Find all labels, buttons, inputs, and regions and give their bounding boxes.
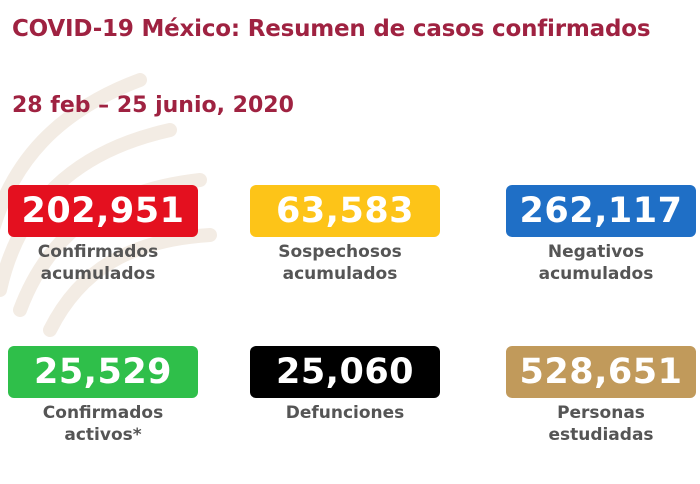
stat-label-line2: acumulados [538, 264, 654, 284]
stat-label-line2: acumulados [40, 264, 156, 284]
stat-negativos-acumulados: 262,117 Negativos acumulados [506, 185, 696, 285]
stat-value-box: 25,060 [250, 346, 440, 398]
stat-label: Negativos acumulados [506, 241, 686, 285]
stat-value-box: 262,117 [506, 185, 696, 237]
stat-label-line1: Confirmados [37, 242, 159, 262]
stat-label: Confirmados acumulados [8, 241, 188, 285]
stat-label: Confirmados activos* [8, 402, 198, 446]
stat-label-line1: Personas [557, 403, 645, 423]
stat-confirmados-acumulados: 202,951 Confirmados acumulados [8, 185, 198, 285]
stat-label: Defunciones [250, 402, 440, 424]
stat-label: Personas estudiadas [506, 402, 696, 446]
stat-label-line2: activos* [64, 425, 142, 445]
stat-personas-estudiadas: 528,651 Personas estudiadas [506, 346, 696, 446]
date-range: 28 feb – 25 junio, 2020 [12, 93, 294, 118]
stat-value-box: 63,583 [250, 185, 440, 237]
stat-label-line1: Confirmados [42, 403, 164, 423]
stat-label-line2: estudiadas [548, 425, 654, 445]
stat-value-box: 202,951 [8, 185, 198, 237]
stat-sospechosos-acumulados: 63,583 Sospechosos acumulados [250, 185, 440, 285]
stat-value-box: 528,651 [506, 346, 696, 398]
stat-label-line1: Negativos [547, 242, 645, 262]
page-title: COVID-19 México: Resumen de casos confir… [12, 16, 651, 42]
stat-label-line1: Sospechosos [278, 242, 402, 262]
stat-defunciones: 25,060 Defunciones [250, 346, 440, 424]
stat-label: Sospechosos acumulados [250, 241, 430, 285]
stat-confirmados-activos: 25,529 Confirmados activos* [8, 346, 198, 446]
stat-label-line2: acumulados [282, 264, 398, 284]
stat-value-box: 25,529 [8, 346, 198, 398]
stat-label-line1: Defunciones [285, 403, 405, 423]
